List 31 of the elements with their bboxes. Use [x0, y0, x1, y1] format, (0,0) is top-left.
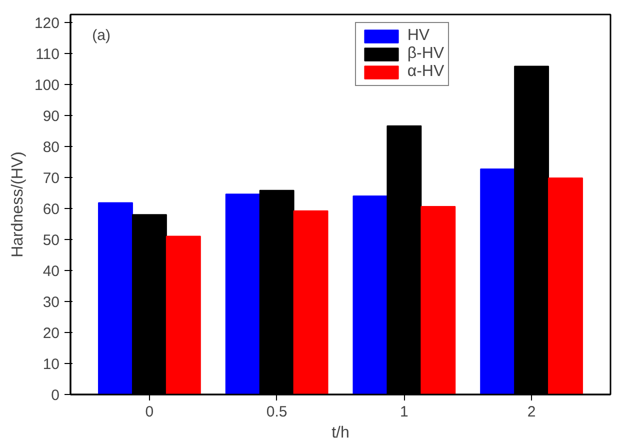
bar [166, 236, 201, 394]
x-tick-label: 1 [400, 404, 408, 420]
legend-label: α-HV [407, 63, 444, 81]
y-tick-label: 50 [42, 232, 60, 249]
y-tick-label: 0 [51, 387, 60, 404]
x-tick-label: 0.5 [266, 404, 288, 420]
y-tick-label: 120 [34, 14, 60, 32]
y-tick-label: 60 [42, 200, 60, 218]
bar [420, 206, 456, 394]
bar [293, 210, 328, 394]
y-tick-label: 80 [42, 138, 60, 156]
y-tick-label: 100 [34, 76, 60, 94]
bar [225, 194, 260, 394]
x-tick-label: 2 [527, 404, 536, 420]
y-axis-title: Hardness/(HV) [9, 152, 26, 258]
bar [352, 195, 388, 394]
y-tick-label: 70 [42, 170, 60, 187]
x-axis-title: t/h [332, 424, 350, 438]
y-tick-label: 30 [42, 294, 60, 311]
bar [98, 202, 133, 394]
y-tick-label: 20 [42, 324, 60, 342]
x-tick-label: 0 [145, 404, 154, 420]
y-tick-label: 90 [42, 108, 60, 125]
legend-label: β-HV [407, 45, 444, 63]
y-tick-label: 40 [42, 262, 60, 280]
y-tick-label: 110 [36, 46, 60, 63]
legend-label: HV [407, 27, 430, 45]
y-tick-label: 10 [42, 356, 60, 373]
bar [480, 168, 516, 394]
annotation: (a) [92, 26, 110, 44]
bar [548, 177, 583, 394]
